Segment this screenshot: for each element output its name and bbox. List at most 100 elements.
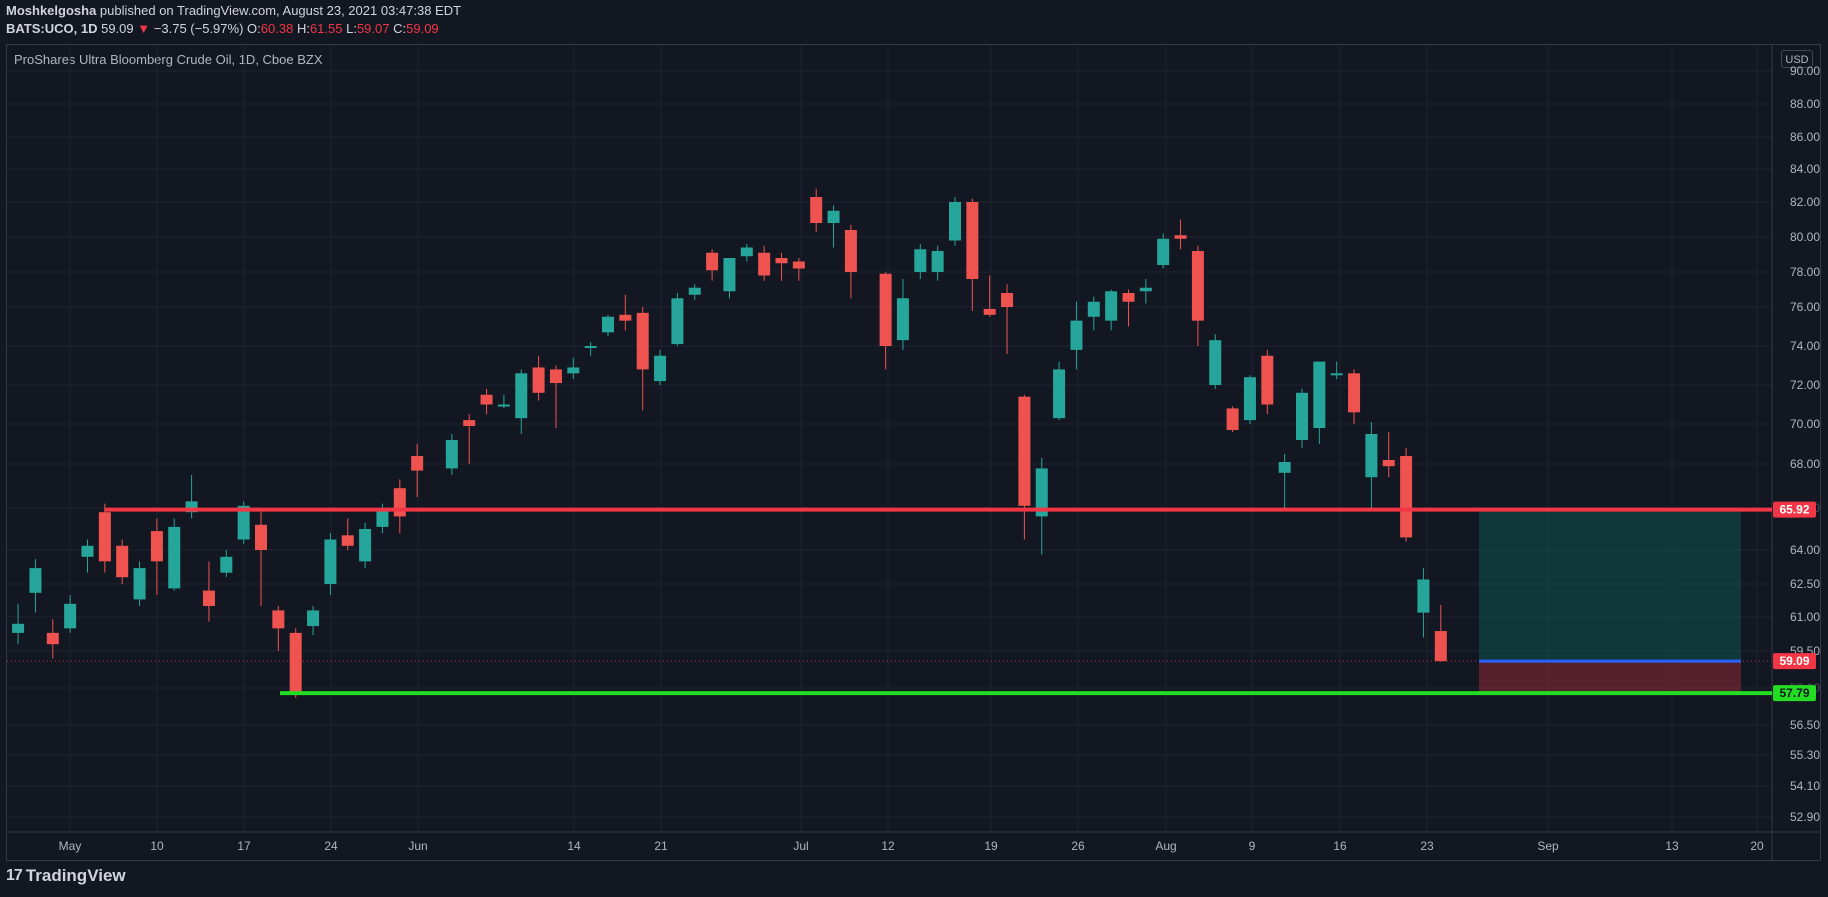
candle-body [1209,340,1222,385]
candle-body [532,367,545,393]
candle-body [185,501,198,513]
candle-body [307,610,320,627]
chart-frame [6,44,1821,861]
x-tick-label: 21 [654,839,668,853]
candle-body [706,252,719,271]
candle-body [168,526,181,589]
y-tick-label: 52.90 [1790,810,1820,824]
x-tick-label: 9 [1249,839,1256,853]
tradingview-logo-icon: 17 [6,867,23,884]
candle-body [827,210,840,223]
publish-info: published on TradingView.com, August 23,… [99,3,462,18]
close-value: 59.09 [406,21,439,36]
y-tick-label: 76.00 [1790,300,1820,314]
y-tick-label: 86.00 [1790,130,1820,144]
candle-body [1417,579,1430,613]
candle-body [393,488,406,517]
candle-body [133,568,146,600]
x-tick-label: 13 [1665,839,1679,853]
candle-body [1434,631,1447,662]
candle-body [1087,301,1100,317]
candle-body [202,590,215,606]
candle-body [1330,373,1343,376]
low-label: L: [346,21,357,36]
candle-body [480,394,493,405]
candle-body [272,610,285,629]
y-tick-label: 56.50 [1790,718,1820,732]
candle-body [1105,291,1118,321]
candle-body [1278,462,1291,473]
candle-body [1122,293,1135,302]
candle-body [1226,408,1239,430]
y-tick-label: 78.00 [1790,265,1820,279]
last-price: 59.09 [101,21,134,36]
candle-body [1191,251,1204,321]
candle-body [1313,361,1326,428]
candle-body [411,456,424,471]
chart-title: ProShares Ultra Bloomberg Crude Oil, 1D,… [14,52,323,67]
y-tick-label: 61.00 [1790,610,1820,624]
candle-body [220,556,233,573]
candle-body [879,273,892,346]
candle-body [497,404,510,407]
y-tick-label: 64.00 [1790,543,1820,557]
candle-body [237,505,250,540]
candle-body [792,261,805,269]
take-profit-zone [1479,509,1741,662]
candle-body [64,603,77,629]
candle-body [1174,235,1187,239]
close-label: C: [393,21,407,36]
candle-body [914,249,927,272]
y-tick-label: 55.30 [1790,748,1820,762]
candle-body [98,512,111,562]
candle-body [150,531,163,562]
x-tick-label: 14 [567,839,581,853]
candle-body [1243,377,1256,421]
candle-body [619,314,632,321]
x-tick-label: 26 [1071,839,1085,853]
symbol-label: BATS:UCO, 1D [6,21,98,36]
candle-body [1348,373,1361,413]
candle-body [289,632,302,693]
candle-body [341,535,354,546]
author-name[interactable]: Moshkelgosha [6,3,97,18]
y-tick-label: 88.00 [1790,97,1820,111]
high-value: 61.55 [309,21,343,36]
candle-body [46,632,59,645]
tradingview-footer[interactable]: 17 TradingView [6,866,126,886]
resistance-badge [1773,501,1816,518]
low-value: 59.07 [356,21,390,36]
candle-body [255,524,267,550]
candle-body [1382,460,1395,467]
x-tick-label: 10 [150,839,164,853]
support-badge-label: 57.79 [1779,686,1809,700]
candle-body [896,298,909,341]
y-tick-label: 68.00 [1790,457,1820,471]
candle-body [515,373,528,419]
last-price-badge-label: 59.09 [1779,654,1809,668]
candle-body [116,545,129,578]
candle-body [1139,287,1152,292]
high-label: H: [296,21,310,36]
y-tick-label: 84.00 [1790,162,1820,176]
candle-body [1296,392,1308,440]
y-tick-label: 90.00 [1790,64,1820,78]
candle-body [567,367,580,374]
candle-body [81,545,94,557]
down-arrow-icon: ▼ [137,21,151,36]
candle-body [636,312,649,370]
candle-body [549,369,562,384]
candle-body [1035,468,1048,517]
x-tick-label: May [59,839,82,853]
x-tick-label: 17 [237,839,251,853]
candle-body [12,623,25,633]
candle-body [1001,293,1014,307]
support-badge [1773,685,1816,702]
x-tick-label: 24 [324,839,338,853]
x-tick-label: 16 [1333,839,1347,853]
candle-body [949,202,961,241]
x-tick-label: Sep [1537,839,1559,853]
currency-button[interactable]: USD [1781,50,1813,68]
candle-body [359,529,372,562]
